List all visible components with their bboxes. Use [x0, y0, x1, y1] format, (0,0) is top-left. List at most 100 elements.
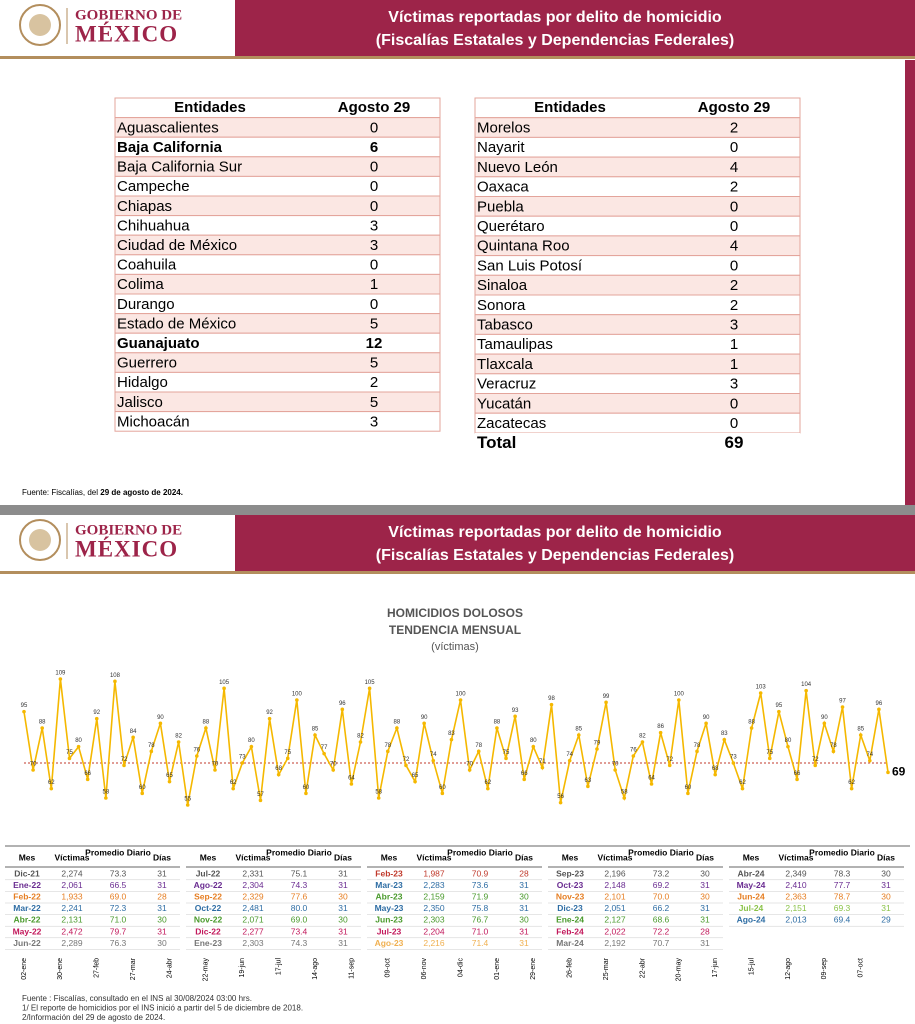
table-cell: 2,329 — [242, 891, 264, 901]
state-name: Baja California — [117, 139, 223, 156]
state-value: 69 — [725, 433, 744, 452]
data-point — [604, 700, 608, 705]
state-name: Michoacán — [117, 413, 190, 430]
table-cell: Mar-22 — [13, 903, 41, 913]
data-point — [749, 726, 754, 730]
x-tick-label: 17-jun — [712, 958, 719, 978]
x-tick-label: 29-ene — [530, 958, 537, 980]
point-label: 93 — [512, 708, 519, 714]
state-value: 0 — [370, 159, 378, 176]
table-cell: 2,349 — [785, 868, 807, 878]
data-point — [113, 679, 117, 684]
table-cell: Ene-24 — [556, 915, 584, 925]
data-point — [458, 698, 463, 702]
table-cell: 2,274 — [61, 868, 83, 878]
table-cell: 30 — [157, 915, 167, 925]
table-cell: 30 — [519, 891, 529, 901]
data-point — [49, 786, 54, 791]
data-point — [67, 756, 72, 761]
source-date: 29 de agosto de 2024. — [100, 488, 183, 497]
data-point — [304, 791, 308, 796]
data-point — [486, 786, 490, 791]
table-cell: 28 — [519, 868, 529, 878]
table-cell: 30 — [338, 891, 348, 901]
data-point — [740, 786, 745, 791]
table-cell: 75.1 — [291, 868, 308, 878]
table-cell: 77.7 — [834, 880, 851, 890]
data-point — [849, 786, 854, 791]
table-cell: Ene-23 — [194, 938, 222, 948]
state-name: Baja California Sur — [117, 159, 242, 176]
state-value: 0 — [730, 395, 738, 412]
table-cell: 68.6 — [653, 915, 670, 925]
header-title: Víctimas reportadas por delito de homici… — [388, 9, 722, 26]
table-cell: Oct-22 — [195, 903, 222, 913]
table-cell: 2,071 — [242, 915, 264, 925]
point-label: 80 — [785, 738, 792, 744]
point-label: 73 — [730, 755, 737, 761]
column-header: Días — [515, 852, 533, 862]
table-cell: 71.4 — [472, 938, 489, 948]
chart-unit: (víctimas) — [431, 641, 479, 653]
table-cell: 31 — [338, 938, 348, 948]
logo-emblem — [19, 519, 61, 561]
table-cell: 74.3 — [291, 938, 308, 948]
header-rule — [0, 56, 915, 59]
table-cell: 31 — [700, 915, 710, 925]
data-point — [840, 705, 845, 709]
data-point — [868, 758, 872, 763]
state-name: Guanajuato — [117, 335, 200, 352]
state-name: Zacatecas — [477, 415, 546, 432]
point-label: 78 — [694, 743, 701, 749]
point-label: 92 — [266, 710, 273, 716]
point-label: 90 — [821, 715, 828, 721]
point-label: 83 — [448, 731, 455, 737]
data-point — [158, 721, 163, 726]
table-cell: Ago-24 — [737, 915, 766, 925]
x-tick-label: 01-ene — [494, 958, 501, 980]
table-cell: 30 — [700, 891, 710, 901]
logo-emblem — [19, 4, 61, 46]
column-header: Entidades — [174, 99, 246, 116]
table-cell: 69.0 — [291, 915, 308, 925]
point-label: 73 — [239, 755, 246, 761]
logo-bottom: MÉXICO — [75, 536, 178, 561]
data-point — [422, 721, 426, 726]
data-point — [58, 677, 63, 681]
point-label: 108 — [110, 673, 121, 679]
table-cell: 69.4 — [834, 915, 851, 925]
table-cell: 31 — [338, 903, 348, 913]
table-cell: 2,283 — [423, 880, 445, 890]
column-header: Promedio Diario — [809, 847, 875, 857]
data-point — [831, 749, 836, 754]
table-cell: 2,289 — [61, 938, 83, 948]
point-label: 85 — [575, 727, 582, 733]
point-label: 82 — [639, 734, 646, 740]
data-point — [331, 768, 336, 772]
point-label: 83 — [721, 731, 728, 737]
data-point — [413, 779, 417, 784]
table-cell: 2,331 — [242, 868, 264, 878]
data-point — [340, 707, 345, 712]
point-label: 75 — [503, 750, 510, 756]
state-value: 1 — [730, 356, 738, 373]
data-point — [758, 691, 763, 695]
table-cell: 2,241 — [61, 903, 83, 913]
table-cell: 70.0 — [653, 891, 670, 901]
table-cell: May-23 — [375, 903, 404, 913]
data-point — [649, 782, 654, 786]
table-cell: 2,363 — [785, 891, 807, 901]
chart-subtitle: TENDENCIA MENSUAL — [389, 623, 521, 637]
table-cell: 31 — [881, 880, 891, 890]
table-cell: 2,051 — [604, 903, 626, 913]
data-point — [440, 791, 445, 796]
table-cell: Jun-24 — [737, 891, 765, 901]
x-tick-label: 14-ago — [312, 958, 319, 980]
data-point — [686, 791, 690, 796]
data-point — [149, 749, 154, 754]
point-label: 95 — [21, 703, 28, 709]
state-value: 2 — [730, 179, 738, 196]
source-text: Fuente: Fiscalías, del — [22, 488, 100, 497]
point-label: 65 — [412, 773, 419, 779]
table-cell: Ene-22 — [13, 880, 41, 890]
